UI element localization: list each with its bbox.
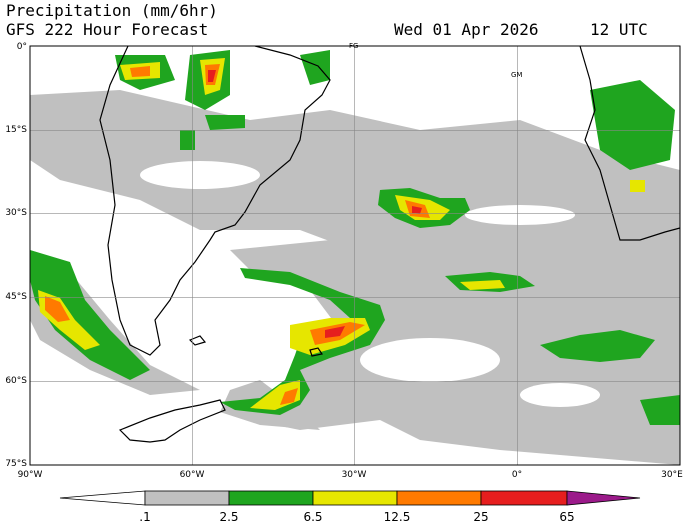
lat-label-15s: 15°S [5,125,27,135]
lat-label-60s: 60°S [5,376,27,386]
lat-label-0: 0° [16,42,27,52]
coastlines [99,46,680,443]
colorbar-swatch-0 [59,490,146,506]
colorbar-swatch-4 [396,490,482,506]
colorbar-swatch-5 [480,490,568,506]
place-label-gm: GM [511,71,523,79]
lat-label-30s: 30°S [5,208,27,218]
colorbar-swatch-3 [312,490,398,506]
precip-gaps [140,161,600,407]
lon-label-0: 0° [511,470,523,480]
forecast-label: GFS 222 Hour Forecast [6,20,209,39]
lat-lon-grid [30,46,680,465]
map-frame [29,45,681,466]
colorbar-swatch-1 [144,490,230,506]
valid-date: Wed 01 Apr 2026 [394,20,539,39]
place-label-fg: FG [349,42,359,50]
lon-label-90w: 90°W [17,470,43,480]
colorbar [59,490,641,506]
lon-label-30e: 30°E [661,470,683,480]
precip-extreme-areas [208,70,422,338]
colorbar-swatch-2 [228,490,314,506]
colorbar-label-2: 6.5 [303,510,323,524]
lat-label-45s: 45°S [5,292,27,302]
map-title: Precipitation (mm/6hr) [6,1,218,20]
colorbar-label-3: 12.5 [383,510,411,524]
valid-time: 12 UTC [590,20,648,39]
lat-label-75s: 75°S [5,459,27,469]
colorbar-label-5: 65 [559,510,575,524]
colorbar-label-0: .1 [139,510,151,524]
lon-label-60w: 60°W [179,470,205,480]
colorbar-label-4: 25 [473,510,489,524]
colorbar-swatch-6 [566,490,641,506]
colorbar-label-1: 2.5 [219,510,239,524]
lon-label-30w: 30°W [341,470,367,480]
